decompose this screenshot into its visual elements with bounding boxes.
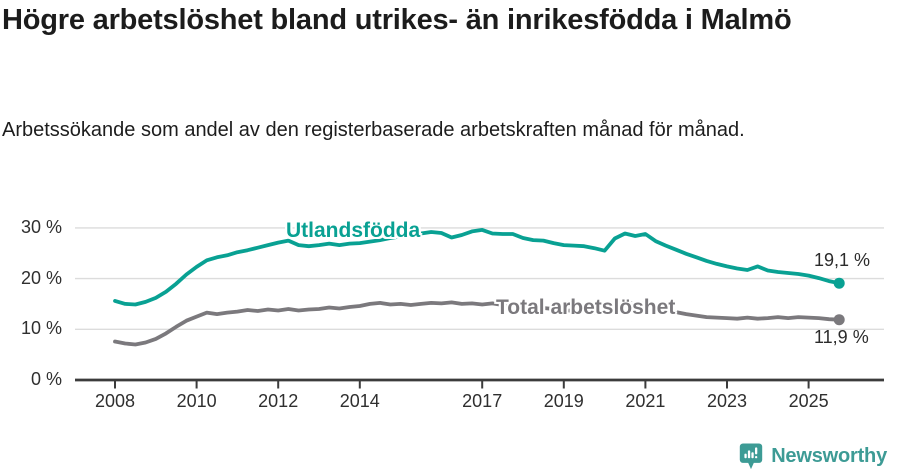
line-utlandsf-dda [113, 227, 842, 307]
end-value-label-utlandsfodda: 19,1 % [814, 250, 871, 270]
end-dot-utlandsf-dda [833, 277, 845, 289]
y-axis-tick-label: 0 % [30, 369, 62, 389]
newsworthy-logo-icon [739, 443, 763, 469]
x-axis-tick-label: 2017 [462, 391, 503, 411]
page-title: Högre arbetslöshet bland utrikes- än inr… [2, 4, 792, 36]
x-axis-tick-label: 2012 [258, 391, 299, 411]
x-axis-tick-label: 2008 [94, 391, 136, 411]
y-axis-tick-label: 10 % [20, 318, 62, 339]
line-total-arbetsl-shet [113, 300, 842, 347]
page-subtitle: Arbetssökande som andel av den registerb… [2, 119, 745, 141]
y-axis-tick-label: 30 % [20, 216, 62, 237]
x-axis-tick-label: 2025 [788, 391, 829, 411]
series-label-total-arbetsloshet: Total arbetslöshet [496, 296, 676, 319]
x-axis-tick-label: 2021 [625, 391, 666, 411]
brand-name: Newsworthy [771, 444, 887, 467]
series-label-utlandsfodda: Utlandsfödda [286, 219, 421, 242]
end-dot-total-arbetsl-shet [833, 314, 845, 326]
end-value-label-total: 11,9 % [814, 327, 869, 347]
y-axis-tick-label: 20 % [20, 267, 62, 288]
x-axis-tick-label: 2023 [706, 391, 748, 411]
newsworthy-brand-link[interactable]: Newsworthy [739, 441, 887, 471]
x-axis-tick-label: 2014 [339, 391, 380, 411]
x-axis-tick-label: 2019 [543, 391, 584, 411]
x-axis-tick-label: 2010 [176, 391, 217, 411]
